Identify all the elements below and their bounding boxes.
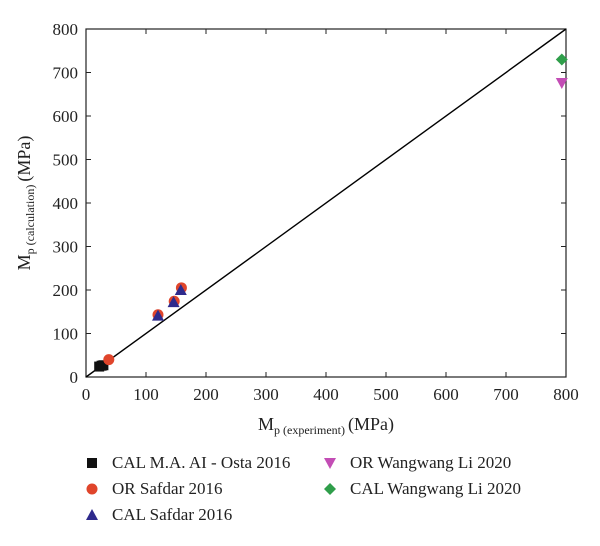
data-point-triangle-up [167, 296, 180, 308]
reference-line [85, 28, 567, 378]
y-tick-label: 500 [53, 151, 79, 170]
legend-item: CAL M.A. AI - Osta 2016 [87, 453, 290, 472]
data-point-circle [103, 354, 115, 366]
legend-label: CAL Wangwang Li 2020 [350, 479, 521, 498]
data-point-square [98, 360, 109, 371]
data-point-triangle-up [174, 284, 187, 295]
y-tick-label: 200 [53, 281, 79, 300]
data-point-triangle-down [555, 77, 568, 89]
legend-item: OR Safdar 2016 [86, 479, 222, 498]
legend-label: OR Wangwang Li 2020 [350, 453, 511, 472]
legend-item: CAL Wangwang Li 2020 [324, 479, 521, 498]
legend-marker-triangle-up [86, 509, 98, 520]
legend-label: CAL Safdar 2016 [112, 505, 232, 524]
y-tick-label: 400 [53, 194, 79, 213]
legend-label: OR Safdar 2016 [112, 479, 222, 498]
x-axis-label: Mp (experiment) (MPa) [258, 414, 394, 437]
y-tick-label: 0 [70, 368, 79, 387]
data-point-triangle-up [152, 309, 164, 321]
legend-item: CAL Safdar 2016 [86, 505, 232, 524]
x-tick-label: 200 [193, 385, 219, 404]
x-tick-label: 800 [553, 385, 579, 404]
y-tick-label: 700 [53, 64, 79, 83]
legend-marker-square [87, 458, 97, 468]
legend-marker-circle [86, 483, 98, 495]
data-point-diamond [555, 53, 568, 66]
y-tick-label: 100 [53, 325, 79, 344]
legend-item: OR Wangwang Li 2020 [324, 453, 511, 472]
legend-label: CAL M.A. AI - Osta 2016 [112, 453, 290, 472]
plot-area: 0 100 200 300 400 500 600 700 800 0 100 200 300 400 50… [14, 20, 579, 437]
x-tick-label: 700 [493, 385, 519, 404]
x-tick-label: 300 [253, 385, 279, 404]
y-axis-label: Mp (calculation) (MPa) [14, 136, 37, 271]
legend-marker-triangle-down [324, 458, 336, 469]
x-tick-label: 0 [82, 385, 91, 404]
x-tick-label: 600 [433, 385, 459, 404]
y-tick-label: 300 [53, 238, 79, 257]
y-tick-label: 600 [53, 107, 79, 126]
y-tick-label: 800 [53, 20, 79, 39]
x-tick-label: 400 [313, 385, 339, 404]
x-tick-label: 100 [133, 385, 159, 404]
legend-marker-diamond [324, 483, 336, 495]
legend: CAL M.A. AI - Osta 2016 OR Safdar 2016 CAL… [86, 453, 521, 524]
x-tick-label: 500 [373, 385, 399, 404]
